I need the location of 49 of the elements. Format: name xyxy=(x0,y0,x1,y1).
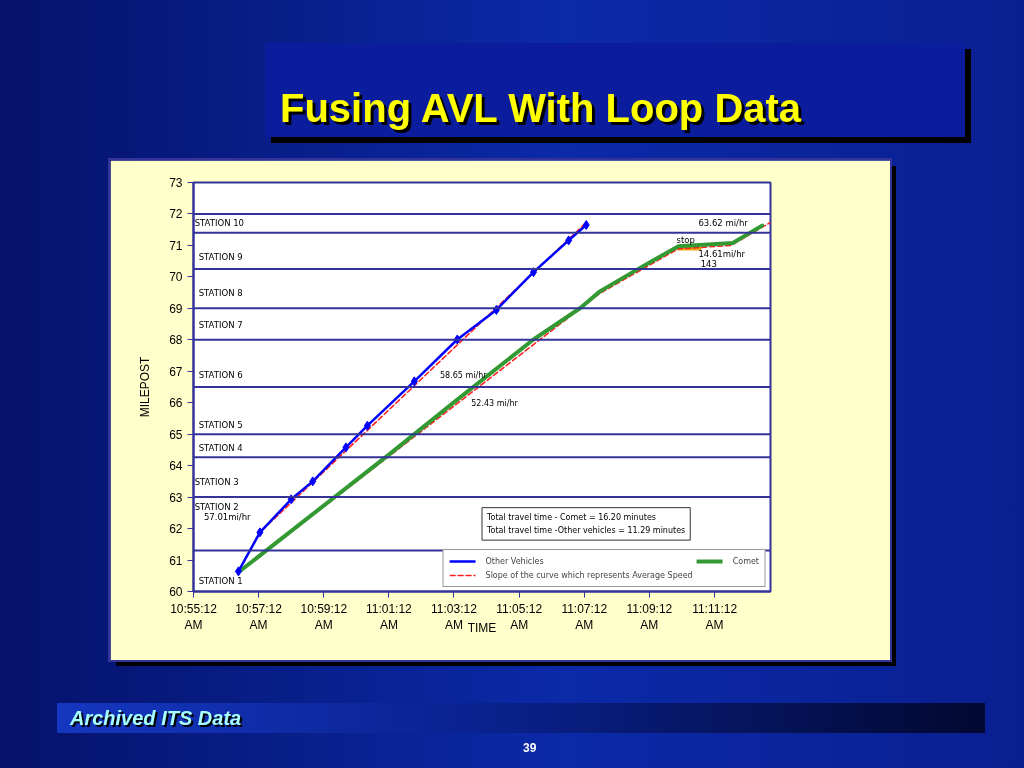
y-tick-label: 72 xyxy=(169,207,183,222)
text: 39 xyxy=(523,740,537,757)
chart-title: Fusing AVL With Loop Data xyxy=(279,85,802,130)
y-tick-label: 73 xyxy=(169,176,183,190)
y-tick-label: 61 xyxy=(169,553,183,568)
legend-label: Comet xyxy=(732,556,759,566)
annotation: 57.01mi/hr xyxy=(203,512,252,523)
x-tick-label: 11:11:12 AM xyxy=(692,601,738,633)
x-tick-label: 11:01:12 AM xyxy=(365,601,413,633)
annotation: STATION 10 xyxy=(194,218,245,229)
annotation: Total travel time - Comet = 16.20 minutes xyxy=(486,512,656,522)
x-tick-label: 10:59:12 AM xyxy=(300,601,348,633)
x-tick-label: 10:57:12 AM xyxy=(235,601,283,633)
y-axis-title: MILEPOST xyxy=(138,355,153,418)
annotation: STATION 3 xyxy=(194,477,239,488)
annotation: 58.65 mi/hr xyxy=(440,370,488,380)
x-tick-label: 10:55:12 AM xyxy=(170,601,218,633)
y-tick-label: 64 xyxy=(169,459,183,474)
annotation: STATION 9 xyxy=(198,251,243,262)
annotation: Total travel time -Other vehicles = 11.29 minutes xyxy=(486,526,686,536)
annotation: STATION 5 xyxy=(198,419,243,430)
annotation: 14.61mi/hr xyxy=(698,249,746,260)
y-tick-label: 70 xyxy=(169,270,183,285)
y-tick-label: 65 xyxy=(169,427,183,442)
annotation: STATION 1 xyxy=(198,575,243,586)
y-tick-label: 62 xyxy=(169,522,183,537)
annotation: 63.62 mi/hr xyxy=(698,217,749,228)
x-tick-label: 11:09:12 AM xyxy=(626,601,673,633)
x-tick-label: 11:05:12 AM xyxy=(496,601,543,633)
y-tick-label: 66 xyxy=(169,396,183,411)
y-tick-label: 71 xyxy=(169,238,183,253)
y-tick-label: 63 xyxy=(169,490,183,505)
annotation: STATION 6 xyxy=(198,370,243,381)
annotation: STATION 2 xyxy=(194,502,239,513)
annotation: 52.43 mi/hr xyxy=(471,398,519,408)
annotation: STATION 8 xyxy=(198,287,243,298)
annotation: stop xyxy=(676,234,695,245)
x-axis-title: TIME xyxy=(467,621,497,636)
legend-label: Other Vehicles xyxy=(485,556,544,566)
annotation: STATION 4 xyxy=(198,443,243,454)
y-tick-label: 68 xyxy=(169,333,183,348)
annotation: 143 xyxy=(700,259,717,270)
y-tick-label: 67 xyxy=(169,364,183,379)
x-tick-label: 11:07:12 AM xyxy=(561,601,608,633)
text: Archived ITS Data xyxy=(69,706,242,731)
y-tick-label: 60 xyxy=(169,585,183,599)
legend-label: Slope of the curve which represents Average Speed xyxy=(485,570,693,580)
y-tick-label: 69 xyxy=(169,301,183,316)
annotation: STATION 7 xyxy=(198,320,243,331)
